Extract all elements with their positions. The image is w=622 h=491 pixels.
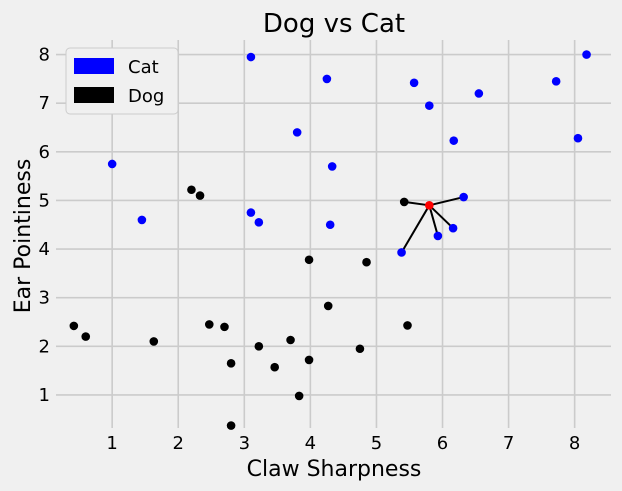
cat-point xyxy=(582,50,591,59)
neighbor-line xyxy=(428,205,439,237)
y-tick-labels: 1 2 3 4 5 6 7 8 xyxy=(39,45,50,406)
x-axis-label: Claw Sharpness xyxy=(247,457,422,482)
grid-lines xyxy=(56,40,611,428)
cat-point xyxy=(246,52,256,62)
cat-point xyxy=(474,89,484,98)
dog-point xyxy=(399,197,409,207)
query-point xyxy=(425,201,434,210)
y-tick-label: 7 xyxy=(39,93,50,114)
x-tick-label: 8 xyxy=(569,433,580,454)
y-tick-label: 3 xyxy=(39,288,50,309)
cat-point xyxy=(137,215,147,225)
y-axis-label: Ear Pointiness xyxy=(11,159,36,314)
y-tick-label: 2 xyxy=(39,336,50,357)
neighbor-line xyxy=(400,204,431,253)
x-tick-label: 2 xyxy=(173,433,184,454)
dog-point xyxy=(362,257,371,267)
dog-point xyxy=(403,321,412,330)
legend-swatch-cat xyxy=(74,58,114,74)
cat-point xyxy=(459,192,468,202)
cat-point xyxy=(551,77,561,86)
cat-point xyxy=(448,223,458,233)
legend-swatch-dog xyxy=(74,87,114,103)
cat-point xyxy=(573,133,583,143)
x-tick-label: 6 xyxy=(437,433,448,454)
dog-point xyxy=(304,355,314,365)
dog-point xyxy=(323,301,333,311)
dog-point xyxy=(204,320,214,329)
cat-point xyxy=(397,248,406,257)
dog-point xyxy=(355,344,365,354)
dog-point xyxy=(226,359,236,368)
cat-point xyxy=(327,162,337,171)
x-tick-label: 5 xyxy=(371,433,382,454)
x-tick-label: 1 xyxy=(106,433,117,454)
cat-point xyxy=(246,208,256,217)
chart-title: Dog vs Cat xyxy=(263,9,405,39)
dog-point xyxy=(69,321,79,331)
dog-point xyxy=(187,185,196,195)
dog-point xyxy=(81,332,91,341)
dog-point xyxy=(286,335,295,345)
legend-label-cat: Cat xyxy=(128,57,159,78)
neighbor-line xyxy=(429,196,464,207)
dog-point xyxy=(294,391,304,401)
y-tick-label: 1 xyxy=(39,385,50,406)
cat-point xyxy=(107,159,117,169)
dog-point xyxy=(220,322,229,332)
dog-point xyxy=(226,421,236,430)
cat-point xyxy=(325,220,335,230)
cat-point xyxy=(254,218,264,227)
data-points xyxy=(69,50,591,430)
dog-point xyxy=(149,337,159,346)
dog-point xyxy=(254,342,264,351)
dog-point xyxy=(270,362,279,372)
legend: Cat Dog xyxy=(65,47,179,115)
dog-point xyxy=(195,191,205,200)
cat-point xyxy=(322,74,332,84)
cat-point xyxy=(433,231,443,241)
x-tick-label: 3 xyxy=(239,433,250,454)
y-tick-label: 4 xyxy=(39,239,50,260)
x-tick-label: 4 xyxy=(305,433,316,454)
cat-point xyxy=(409,78,419,88)
dog-point xyxy=(304,255,314,265)
y-tick-label: 8 xyxy=(39,45,50,66)
cat-point xyxy=(449,136,459,145)
cat-point xyxy=(292,128,302,137)
y-tick-label: 5 xyxy=(39,190,50,211)
legend-label-dog: Dog xyxy=(128,86,164,107)
neighbor-line xyxy=(428,204,454,229)
y-tick-label: 6 xyxy=(39,142,50,163)
x-tick-label: 7 xyxy=(503,433,514,454)
cat-point xyxy=(425,101,434,110)
x-tick-labels: 1 2 3 4 5 6 7 8 xyxy=(106,433,580,454)
